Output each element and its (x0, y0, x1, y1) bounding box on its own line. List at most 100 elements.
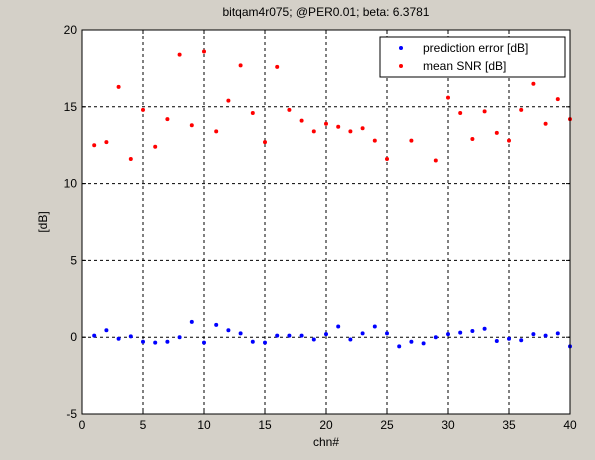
y-tick-label: 10 (64, 177, 78, 191)
prediction-error-point (116, 336, 121, 341)
prediction-error-point (263, 340, 267, 345)
prediction-error-point (311, 337, 316, 342)
legend-label-prediction-error: prediction error [dB] (423, 41, 528, 55)
mean-snr-point (275, 64, 280, 69)
mean-snr-point (555, 97, 560, 102)
x-tick-label: 20 (319, 418, 333, 432)
prediction-error-point (519, 338, 524, 343)
mean-snr-point (494, 130, 499, 135)
prediction-error-point (324, 332, 328, 337)
mean-snr-point (165, 117, 170, 122)
prediction-error-point (446, 332, 450, 337)
prediction-error-point (141, 339, 145, 344)
legend: prediction error [dB] mean SNR [dB] (379, 36, 566, 78)
prediction-error-point (385, 331, 389, 336)
prediction-error-point (189, 319, 194, 324)
prediction-error-point (128, 334, 133, 339)
plot-frame (81, 29, 571, 415)
mean-snr-point (141, 107, 145, 112)
mean-snr-point (348, 129, 353, 134)
x-tick-label: 35 (502, 418, 516, 432)
prediction-error-point (458, 330, 463, 335)
prediction-error-point (275, 333, 280, 338)
y-tick-label: 15 (64, 100, 78, 114)
mean-snr-point (92, 143, 97, 148)
mean-snr-point (433, 158, 438, 163)
prediction-error-point (214, 322, 219, 327)
prediction-error-point (555, 331, 560, 336)
data-points (92, 49, 572, 349)
x-tick-label: 40 (563, 418, 577, 432)
mean-snr-point (311, 129, 316, 134)
prediction-error-point (409, 339, 414, 344)
y-tick-label: -5 (66, 407, 77, 421)
mean-snr-point (543, 121, 548, 126)
legend-label-mean-snr: mean SNR [dB] (423, 59, 506, 73)
y-tick-label: 5 (70, 253, 77, 267)
prediction-error-point (433, 335, 438, 340)
prediction-error-point (372, 324, 377, 329)
mean-snr-point (409, 138, 414, 143)
mean-snr-point (482, 109, 487, 114)
prediction-error-point (177, 335, 182, 340)
x-tick-label: 5 (140, 418, 147, 432)
prediction-error-point (104, 328, 109, 333)
mean-snr-point (153, 144, 158, 149)
prediction-error-point (165, 339, 170, 344)
prediction-error-point (336, 324, 341, 329)
y-axis-label: [dB] (36, 211, 50, 232)
prediction-error-point (507, 336, 511, 341)
prediction-error-point (531, 332, 536, 337)
mean-snr-point (128, 157, 133, 162)
x-tick-label: 25 (380, 418, 394, 432)
mean-snr-point (189, 123, 194, 128)
grid-lines (82, 30, 570, 414)
prediction-error-point (482, 326, 487, 331)
mean-snr-point (360, 126, 365, 131)
prediction-error-point (470, 329, 475, 334)
mean-snr-point (446, 95, 450, 100)
x-tick-label: 30 (441, 418, 455, 432)
mean-snr-point (336, 124, 341, 129)
mean-snr-point (250, 110, 255, 115)
mean-snr-point (177, 52, 182, 57)
mean-snr-point (531, 81, 536, 86)
x-tick-label: 10 (197, 418, 211, 432)
legend-box (379, 36, 566, 78)
mean-snr-point (202, 49, 206, 54)
x-tick-label: 0 (79, 418, 86, 432)
y-tick-label: 20 (64, 23, 78, 37)
legend-marker-mean-snr (399, 64, 403, 68)
prediction-error-point (543, 333, 548, 338)
prediction-error-point (360, 331, 365, 336)
mean-snr-point (104, 140, 109, 145)
legend-marker-prediction-error (399, 46, 403, 50)
mean-snr-point (287, 107, 292, 112)
x-axis-label: chn# (313, 435, 339, 449)
x-tick-label: 15 (258, 418, 272, 432)
prediction-error-point (250, 339, 255, 344)
prediction-error-point (299, 333, 304, 338)
prediction-error-point (421, 341, 426, 346)
prediction-error-point (238, 331, 243, 336)
prediction-error-point (226, 328, 231, 333)
prediction-error-point (202, 340, 206, 345)
mean-snr-point (519, 107, 524, 112)
prediction-error-point (494, 339, 499, 344)
mean-snr-point (470, 137, 475, 142)
mean-snr-point (507, 138, 511, 143)
prediction-error-point (92, 333, 97, 338)
prediction-error-point (287, 333, 292, 338)
mean-snr-point (116, 84, 121, 89)
chart-title: bitqam4r075; @PER0.01; beta: 6.3781 (223, 5, 430, 19)
mean-snr-point (299, 118, 304, 123)
prediction-error-point (397, 344, 402, 349)
mean-snr-point (385, 157, 389, 162)
prediction-error-point (348, 337, 353, 342)
y-tick-label: 0 (70, 330, 77, 344)
mean-snr-point (226, 98, 231, 103)
mean-snr-point (458, 110, 463, 115)
